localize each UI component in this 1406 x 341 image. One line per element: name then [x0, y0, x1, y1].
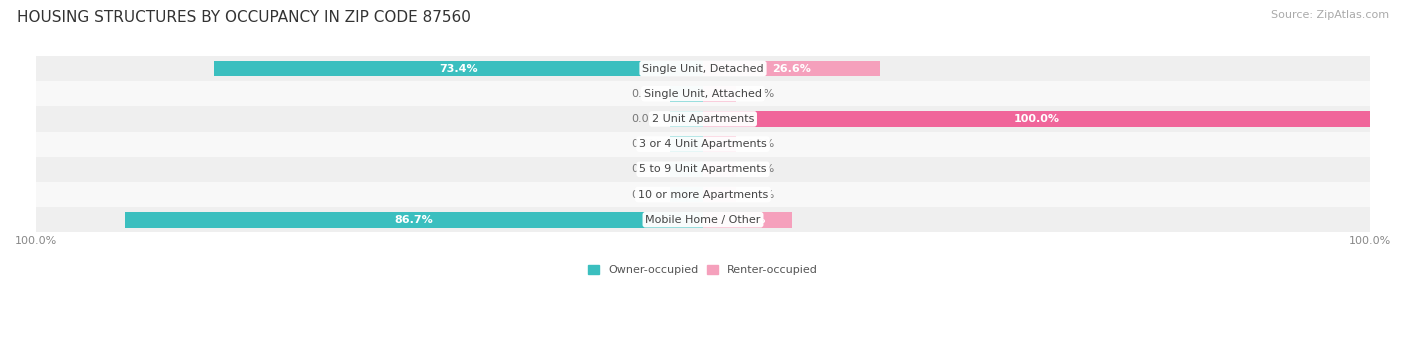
Bar: [669, 86, 703, 102]
Legend: Owner-occupied, Renter-occupied: Owner-occupied, Renter-occupied: [583, 261, 823, 280]
Bar: [37, 132, 1369, 157]
Bar: [669, 111, 703, 127]
Bar: [37, 182, 1369, 207]
Bar: [703, 136, 737, 152]
Text: HOUSING STRUCTURES BY OCCUPANCY IN ZIP CODE 87560: HOUSING STRUCTURES BY OCCUPANCY IN ZIP C…: [17, 10, 471, 25]
Text: 73.4%: 73.4%: [439, 63, 478, 74]
Bar: [703, 212, 792, 227]
Bar: [37, 56, 1369, 81]
Bar: [214, 61, 703, 76]
Bar: [37, 207, 1369, 232]
Text: 0.0%: 0.0%: [631, 139, 659, 149]
Text: 0.0%: 0.0%: [631, 114, 659, 124]
Text: Mobile Home / Other: Mobile Home / Other: [645, 215, 761, 225]
Bar: [703, 86, 737, 102]
Bar: [37, 106, 1369, 132]
Bar: [669, 162, 703, 177]
Bar: [37, 81, 1369, 106]
Bar: [703, 162, 737, 177]
Bar: [703, 61, 880, 76]
Text: 0.0%: 0.0%: [631, 190, 659, 199]
Text: 10 or more Apartments: 10 or more Apartments: [638, 190, 768, 199]
Text: 0.0%: 0.0%: [747, 164, 775, 174]
Text: 0.0%: 0.0%: [631, 89, 659, 99]
Text: Single Unit, Detached: Single Unit, Detached: [643, 63, 763, 74]
Bar: [703, 187, 737, 202]
Text: Source: ZipAtlas.com: Source: ZipAtlas.com: [1271, 10, 1389, 20]
Text: 0.0%: 0.0%: [747, 190, 775, 199]
Text: Single Unit, Attached: Single Unit, Attached: [644, 89, 762, 99]
Text: 0.0%: 0.0%: [747, 89, 775, 99]
Bar: [669, 187, 703, 202]
Text: 5 to 9 Unit Apartments: 5 to 9 Unit Apartments: [640, 164, 766, 174]
Text: 86.7%: 86.7%: [395, 215, 433, 225]
Text: 0.0%: 0.0%: [747, 139, 775, 149]
Text: 0.0%: 0.0%: [631, 164, 659, 174]
Bar: [125, 212, 703, 227]
Text: 2 Unit Apartments: 2 Unit Apartments: [652, 114, 754, 124]
Bar: [669, 136, 703, 152]
Bar: [703, 111, 1369, 127]
Text: 100.0%: 100.0%: [1014, 114, 1060, 124]
Bar: [37, 157, 1369, 182]
Text: 26.6%: 26.6%: [772, 63, 811, 74]
Text: 3 or 4 Unit Apartments: 3 or 4 Unit Apartments: [640, 139, 766, 149]
Text: 13.3%: 13.3%: [728, 215, 766, 225]
